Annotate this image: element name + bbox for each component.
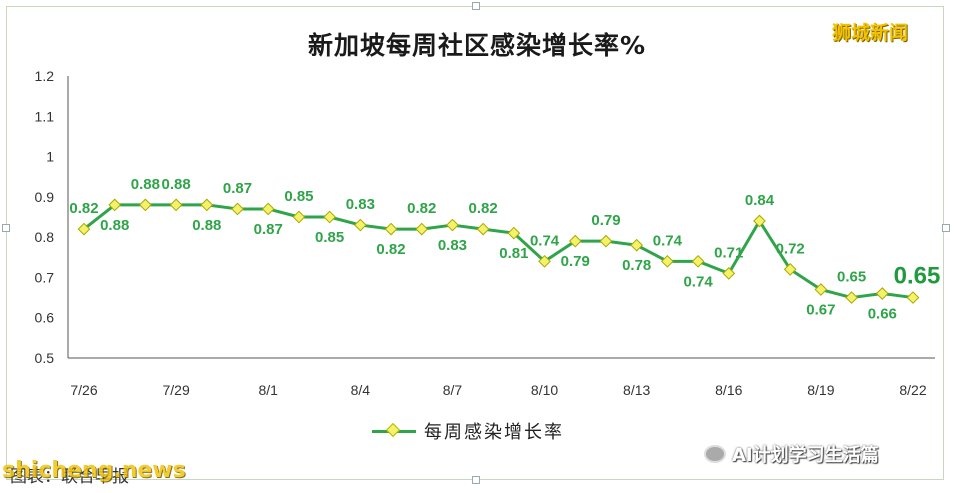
data-label: 0.88: [162, 176, 191, 193]
x-tick-label: 8/1: [258, 382, 278, 398]
data-label: 0.82: [407, 200, 436, 217]
y-tick-label: 0.8: [35, 229, 55, 245]
data-point: [323, 210, 336, 224]
data-label: 0.74: [653, 232, 683, 249]
resize-handle-left[interactable]: [2, 224, 10, 232]
x-tick-label: 8/19: [807, 382, 834, 398]
data-label: 0.87: [254, 221, 283, 238]
data-point: [353, 218, 367, 232]
series-line: [83, 203, 914, 300]
data-point: [200, 198, 214, 212]
data-point: [476, 222, 490, 236]
y-tick-label: 0.7: [35, 269, 55, 285]
data-label: 0.82: [376, 241, 405, 258]
data-label: 0.84: [745, 192, 775, 209]
data-label: 0.78: [622, 257, 651, 274]
x-tick-label: 7/29: [162, 382, 189, 398]
data-label: 0.88: [100, 217, 129, 234]
data-label: 0.88: [192, 217, 221, 234]
data-point: [231, 202, 244, 216]
data-point: [108, 198, 122, 212]
y-tick-label: 0.6: [35, 310, 55, 326]
data-point: [169, 198, 183, 212]
source-caption: 图表：联合早报: [10, 467, 129, 487]
data-label: 0.87: [223, 180, 252, 197]
data-label: 0.67: [806, 302, 835, 319]
data-label: 0.81: [499, 245, 528, 262]
data-label: 0.82: [69, 200, 98, 217]
y-tick-label: 0.5: [35, 350, 55, 366]
data-label: 0.65: [894, 263, 941, 290]
y-tick-label: 1.1: [35, 108, 55, 124]
data-label: 0.74: [530, 232, 560, 249]
y-tick-label: 0.9: [35, 189, 55, 205]
data-label: 0.65: [837, 269, 866, 286]
data-label: 0.71: [714, 244, 743, 261]
data-point: [875, 287, 889, 300]
legend-label: 每周感染增长率: [424, 422, 564, 443]
x-tick-label: 8/22: [899, 382, 926, 398]
data-point: [507, 226, 521, 240]
data-point: [77, 222, 91, 236]
resize-handle-bottom[interactable]: [472, 476, 480, 484]
data-label: 0.85: [315, 229, 344, 246]
watermark-left: shicheng.news: [2, 458, 186, 483]
data-point: [139, 198, 152, 212]
data-point: [292, 210, 306, 224]
data-point: [415, 222, 429, 236]
data-point: [845, 291, 858, 304]
data-label: 0.79: [591, 212, 620, 229]
data-point: [568, 234, 582, 248]
data-point: [446, 218, 459, 232]
data-label: 0.66: [868, 306, 897, 323]
data-point: [599, 234, 613, 248]
data-point: [814, 283, 828, 296]
data-point: [384, 222, 398, 236]
brand-logo-text: 狮城新闻: [832, 22, 909, 44]
y-tick-label: 1: [46, 149, 54, 165]
data-point: [261, 202, 275, 216]
legend-line-swatch: [372, 422, 416, 437]
data-point: [538, 254, 551, 268]
x-tick-label: 8/16: [715, 382, 742, 398]
data-point: [661, 254, 674, 268]
x-tick-label: 8/13: [623, 382, 650, 398]
data-label: 0.88: [131, 176, 160, 193]
resize-handle-top[interactable]: [472, 2, 480, 10]
chart-legend: 每周感染增长率: [372, 418, 564, 444]
data-label: 0.74: [683, 273, 713, 290]
legend-diamond-icon: [385, 422, 401, 437]
data-point: [906, 291, 920, 304]
x-tick-label: 7/26: [70, 382, 97, 398]
watermark-right: AI计划学习生活篇: [704, 441, 879, 467]
data-label: 0.79: [561, 253, 590, 270]
data-label: 0.83: [346, 196, 375, 213]
y-tick-label: 1.2: [35, 68, 55, 84]
data-label: 0.85: [284, 188, 313, 205]
data-label: 0.72: [776, 240, 805, 257]
data-point: [722, 267, 736, 280]
resize-handle-right[interactable]: [942, 224, 950, 232]
data-point: [753, 214, 766, 228]
x-tick-label: 8/10: [531, 382, 558, 398]
x-tick-label: 8/7: [443, 382, 463, 398]
data-label: 0.82: [469, 200, 498, 217]
data-label: 0.83: [438, 237, 467, 254]
wechat-icon: [704, 445, 726, 463]
chart-title: 新加坡每周社区感染增长率%: [307, 31, 647, 60]
data-point: [691, 254, 705, 268]
data-point: [630, 238, 644, 252]
data-point: [783, 263, 797, 276]
watermark-right-text: AI计划学习生活篇: [732, 445, 879, 466]
x-tick-label: 8/4: [351, 382, 371, 398]
